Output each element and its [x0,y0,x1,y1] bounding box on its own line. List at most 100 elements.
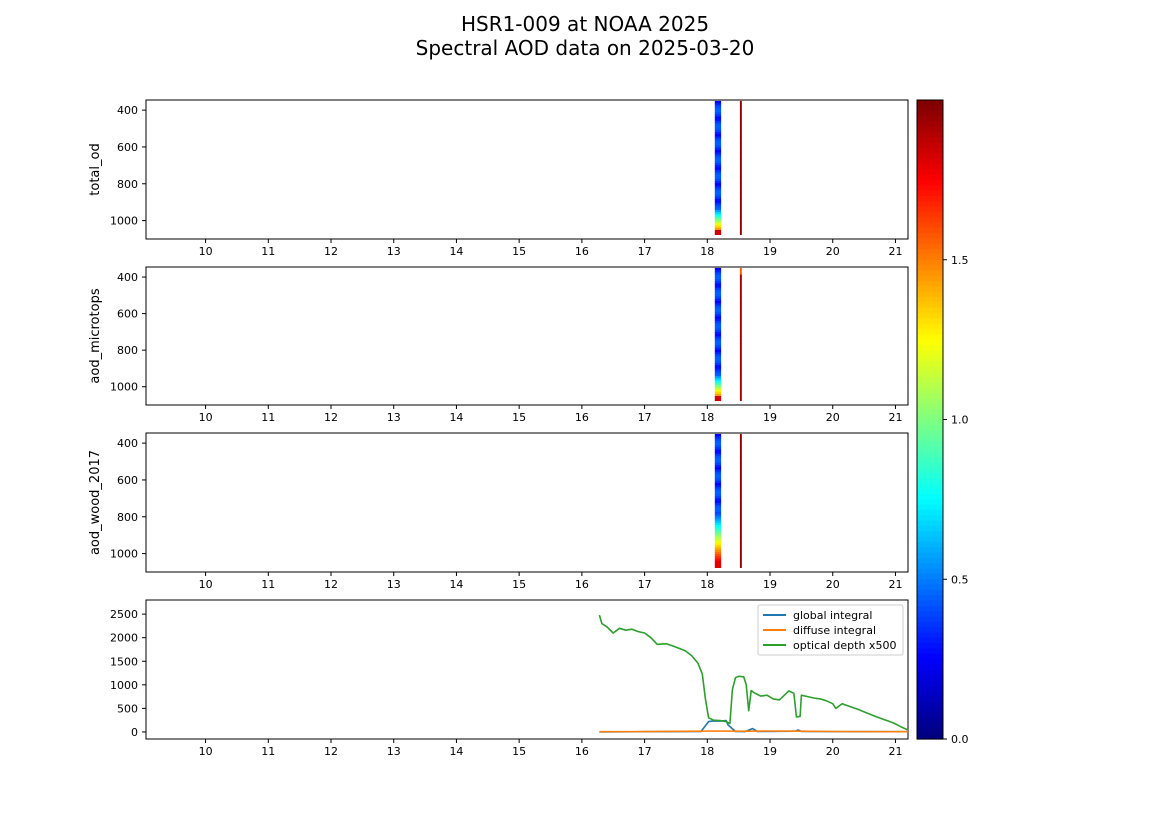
heatmap-cell [739,305,742,309]
heatmap-cell [714,221,722,224]
heatmap-cell [714,278,722,282]
colorbar-band [917,664,943,671]
heatmap-cell [714,565,722,568]
heatmap-cell [714,181,722,184]
heatmap-cell [739,433,742,437]
heatmap-cell [739,396,742,399]
heatmap-cell [739,134,742,138]
heatmap-cell [739,527,742,531]
heatmap-cell [714,212,722,215]
y-tick-label: 500 [117,702,138,715]
heatmap-cell [714,362,722,366]
colorbar-band [917,243,943,250]
heatmap-cell [739,165,742,169]
y-tick-label: 400 [117,437,138,450]
colorbar-band [917,254,943,261]
colorbar-band [917,483,943,490]
x-tick-label: 14 [449,578,463,591]
colorbar-band [917,669,943,676]
heatmap-cell [714,480,722,484]
heatmap-cell [739,471,742,475]
heatmap-cell [739,547,742,551]
heatmap-cell [739,132,742,135]
heatmap-cell [714,465,722,468]
colorbar-band [917,691,943,697]
heatmap-cell [714,209,722,213]
heatmap-cell [739,482,742,486]
heatmap-cell [739,127,742,131]
heatmap-cell [739,194,742,198]
colorbar-band [917,621,943,628]
heatmap-cell [714,549,722,553]
heatmap-cell [714,227,722,231]
heatmap-cell [739,398,742,402]
heatmap-cell [739,487,742,491]
heatmap-cell [714,471,722,475]
colorbar-band [917,302,943,309]
colorbar-tick-label: 1.0 [951,414,969,427]
heatmap-cell [739,174,742,178]
chart-title-line2: Spectral AOD data on 2025-03-20 [415,36,755,60]
heatmap-cell [739,314,742,318]
heatmap-cell [714,127,722,131]
colorbar-band [917,275,943,282]
colorbar-band [917,270,943,277]
heatmap-cell [739,529,742,533]
heatmap-cell [739,112,742,115]
heatmap-cell [714,534,722,537]
heatmap-cell [739,347,742,351]
legend-label: global integral [793,609,872,622]
heatmap-strip-1 [714,433,722,568]
series-line-2 [599,730,909,733]
x-tick-label: 19 [763,411,777,424]
heatmap-cell [714,493,722,497]
heatmap-cell [714,393,722,397]
heatmap-cell [739,362,742,366]
colorbar-band [917,174,943,181]
heatmap-strip-1 [714,100,722,235]
heatmap-cell [714,331,722,335]
heatmap-cell [739,358,742,362]
colorbar-band [917,408,943,415]
heatmap-cell [739,467,742,471]
heatmap-cell [714,509,722,513]
y-tick-label: 2000 [110,632,138,645]
x-tick-label: 18 [700,578,714,591]
heatmap-cell [714,134,722,138]
heatmap-cell [739,320,742,324]
x-tick-label: 16 [575,745,589,758]
heatmap-cell [739,169,742,173]
heatmap-cell [714,147,722,151]
colorbar-band [917,712,943,719]
x-tick-label: 11 [261,578,275,591]
heatmap-cell [739,393,742,397]
heatmap-cell [714,274,722,278]
x-tick-label: 12 [324,745,338,758]
colorbar-band [917,110,943,117]
heatmap-cell [739,560,742,564]
heatmap-cell [739,338,742,342]
heatmap-cell [714,125,722,129]
y-tick-label: 400 [117,104,138,117]
y-tick-label: 1000 [110,548,138,561]
heatmap-cell [714,445,722,448]
heatmap-cell [739,281,742,284]
colorbar-band [917,233,943,240]
x-tick-label: 19 [763,745,777,758]
x-tick-label: 19 [763,245,777,258]
colorbar-band [917,707,943,713]
heatmap-strip-2 [739,433,742,568]
heatmap-cell [739,232,742,235]
colorbar-band [917,446,943,453]
x-tick-label: 15 [512,578,526,591]
heatmap-cell [739,478,742,482]
heatmap-cell [739,562,742,566]
heatmap-cell [739,298,742,302]
colorbar-band [917,611,943,618]
x-tick-label: 21 [888,745,902,758]
heatmap-cell [714,547,722,551]
panel-frame [145,266,909,406]
heatmap-cell [739,354,742,357]
heatmap-cell [714,391,722,395]
heatmap-cell [714,542,722,546]
